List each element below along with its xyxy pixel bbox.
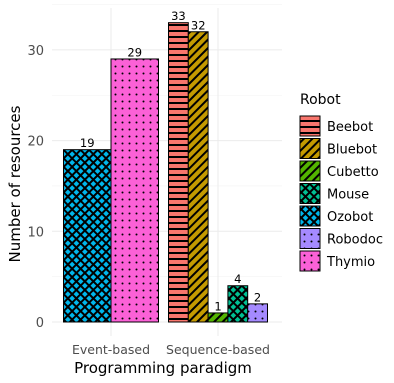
- legend-swatch-outline: [299, 138, 321, 159]
- legend-swatch-outline: [299, 205, 321, 227]
- y-tick-label: 20: [27, 135, 44, 150]
- legend-swatch-pattern: [300, 116, 320, 136]
- axes: 0 10 20 30 Event-based Sequence-based: [27, 44, 270, 357]
- data-labels: 19 29 33 32 142: [80, 9, 261, 313]
- legend-label: Beebot: [327, 120, 373, 135]
- y-axis-title: Number of resources: [6, 105, 24, 262]
- y-tick-label: 0: [36, 316, 44, 331]
- bar-mouse: [227, 285, 249, 323]
- legend-label: Bluebot: [327, 143, 377, 158]
- legend-label: Ozobot: [327, 210, 373, 225]
- bar-outline: [110, 58, 159, 323]
- legend-item-cubetto: Cubetto: [299, 160, 379, 182]
- legend-swatch-outline: [299, 115, 321, 137]
- legend-title: Robot: [300, 92, 341, 108]
- legend-swatch-pattern: [300, 206, 320, 226]
- legend-swatch-outline: [299, 160, 321, 182]
- bar-pattern: [208, 312, 228, 322]
- legend-item-thymio: Thymio: [299, 250, 375, 272]
- bar-pattern: [111, 58, 159, 322]
- bar-pattern: [168, 22, 189, 322]
- data-label: 33: [171, 9, 186, 23]
- bar-pattern: [63, 149, 111, 322]
- data-label: 2: [254, 290, 261, 304]
- legend-swatch-pattern: [300, 161, 320, 181]
- legend-item-bluebot: Bluebot: [299, 138, 377, 159]
- legend-swatch-outline: [299, 183, 321, 204]
- bar-pattern: [188, 31, 209, 322]
- data-label: 32: [191, 18, 206, 32]
- legend-swatch-pattern: [300, 228, 320, 249]
- legend-item-ozobot: Ozobot: [299, 205, 373, 227]
- data-label: 1: [214, 299, 221, 313]
- x-axis-title: Programming paradigm: [74, 359, 252, 377]
- legend-label: Mouse: [327, 188, 369, 203]
- legend-swatch-pattern: [300, 183, 320, 204]
- legend-label: Thymio: [326, 255, 375, 270]
- bar-outline: [187, 31, 209, 323]
- bar-pattern: [247, 303, 268, 322]
- legend-label: Robodoc: [327, 233, 383, 248]
- y-tick-label: 30: [27, 44, 44, 59]
- legend: Robot Beebot Bluebot Cubetto Mouse Ozobot Robo…: [299, 92, 383, 272]
- x-tick-label: Event-based: [72, 342, 150, 357]
- legend-item-robodoc: Robodoc: [299, 228, 383, 249]
- legend-swatch-outline: [299, 228, 321, 249]
- data-label: 19: [80, 136, 95, 150]
- legend-item-mouse: Mouse: [299, 183, 369, 204]
- data-label: 29: [127, 45, 142, 59]
- bar-pattern: [227, 285, 248, 322]
- legend-swatch-pattern: [300, 251, 320, 271]
- bar-bluebot: [187, 31, 209, 323]
- data-label: 4: [234, 272, 241, 286]
- bar-outline: [247, 303, 268, 323]
- legend-label: Cubetto: [327, 165, 379, 180]
- bar-cubetto: [207, 312, 229, 323]
- x-tick-label: Sequence-based: [166, 342, 270, 357]
- bar-robodoc: [247, 303, 268, 323]
- y-tick-label: 10: [27, 225, 44, 240]
- bars: [63, 22, 268, 323]
- bar-thymio: [110, 58, 159, 323]
- legend-swatch-outline: [299, 250, 321, 272]
- legend-swatch-pattern: [300, 138, 320, 159]
- bar-ozobot: [63, 149, 112, 323]
- bar-beebot: [168, 22, 189, 323]
- legend-item-beebot: Beebot: [299, 115, 373, 137]
